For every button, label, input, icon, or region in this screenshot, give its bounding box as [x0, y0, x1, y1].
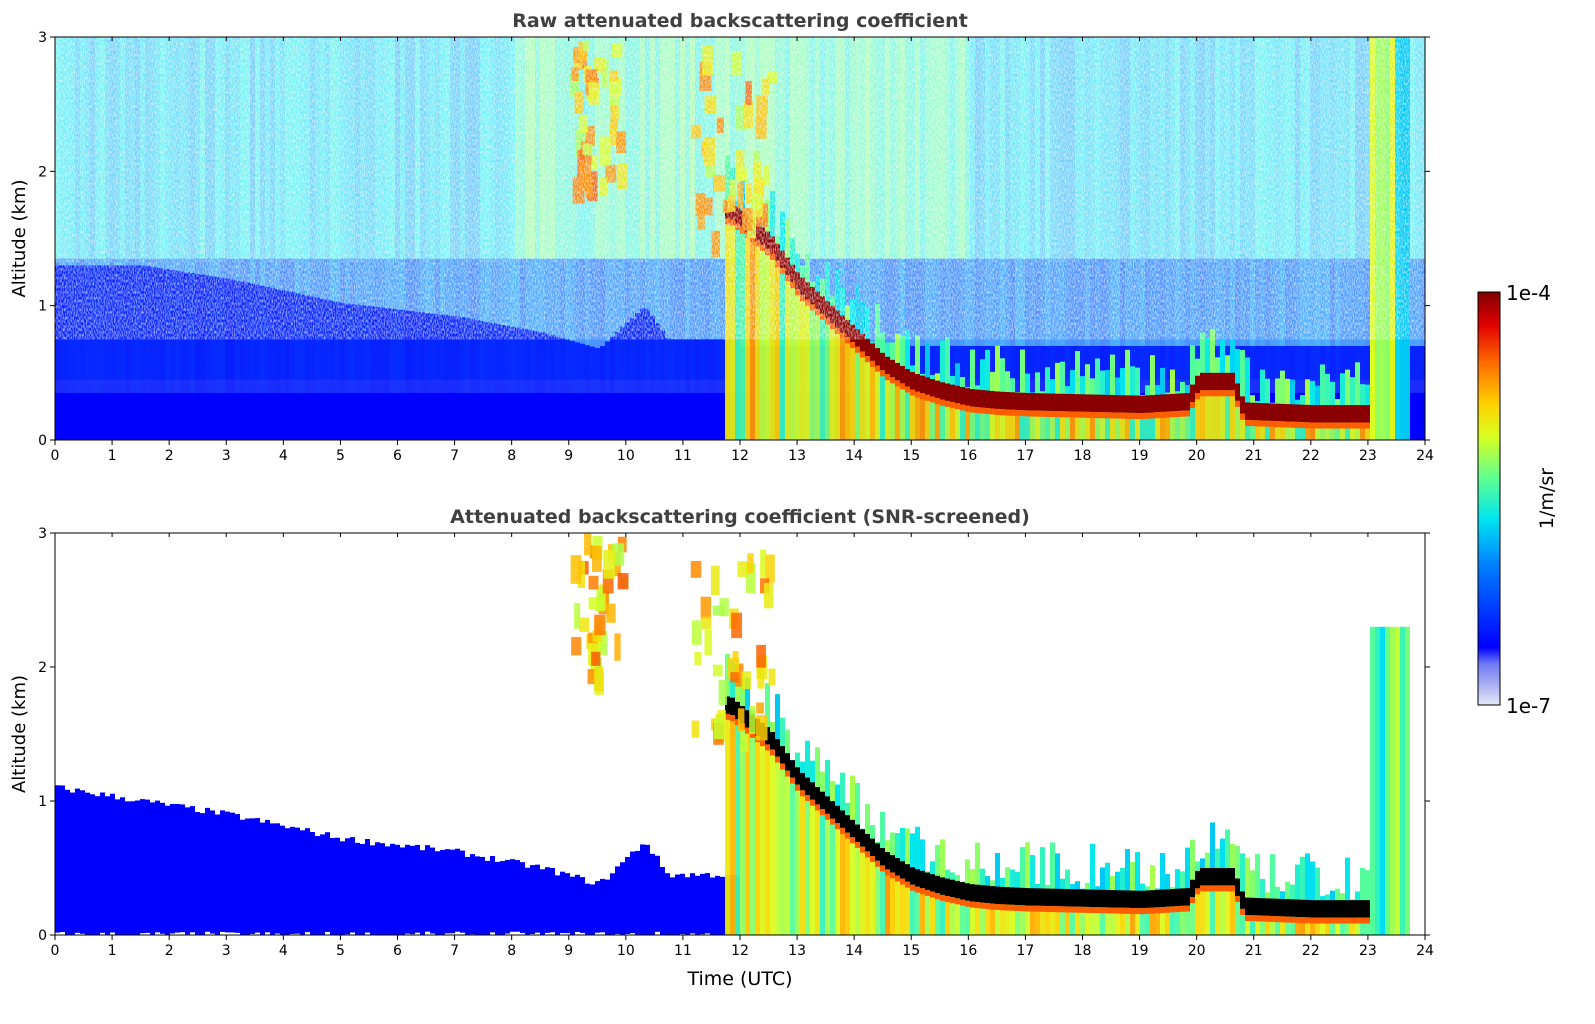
x-tick-label: 22 — [1302, 448, 1320, 464]
x-tick-label: 0 — [51, 943, 60, 959]
y-tick-label: 2 — [38, 164, 47, 180]
x-tick-label: 8 — [507, 448, 516, 464]
x-tick-label: 21 — [1245, 943, 1263, 959]
heatmap-image — [55, 37, 1425, 440]
x-tick-label: 17 — [1017, 943, 1035, 959]
x-tick-label: 19 — [1131, 943, 1149, 959]
x-tick-label: 3 — [222, 943, 231, 959]
y-tick-label: 1 — [38, 299, 47, 315]
x-tick-label: 23 — [1359, 448, 1377, 464]
x-tick-label: 18 — [1074, 943, 1092, 959]
x-tick-label: 7 — [450, 943, 459, 959]
x-tick-label: 6 — [393, 943, 402, 959]
x-tick-label: 24 — [1416, 943, 1434, 959]
y-axis-label: Altitude (km) — [9, 179, 30, 297]
x-tick-label: 6 — [393, 448, 402, 464]
x-tick-label: 20 — [1188, 943, 1206, 959]
y-axis-label: Altitude (km) — [9, 675, 30, 793]
x-tick-label: 11 — [674, 448, 692, 464]
colorbar: 1e-4 1e-7 1/m/sr — [1477, 281, 1558, 718]
x-tick-label: 10 — [617, 448, 635, 464]
chart-title: Attenuated backscattering coefficient (S… — [450, 506, 1030, 528]
y-tick-label: 3 — [38, 526, 47, 542]
heatmap-image — [55, 533, 1410, 935]
colorbar-max-label: 1e-4 — [1506, 281, 1551, 305]
x-tick-label: 2 — [165, 448, 174, 464]
x-tick-label: 16 — [959, 943, 977, 959]
x-tick-label: 14 — [845, 943, 863, 959]
x-tick-label: 4 — [279, 943, 288, 959]
x-tick-label: 5 — [336, 448, 345, 464]
x-tick-label: 17 — [1017, 448, 1035, 464]
y-tick-label: 0 — [38, 928, 47, 944]
x-tick-label: 15 — [902, 943, 920, 959]
x-tick-label: 16 — [959, 448, 977, 464]
x-tick-label: 5 — [336, 943, 345, 959]
x-tick-label: 12 — [731, 943, 749, 959]
x-tick-label: 19 — [1131, 448, 1149, 464]
x-tick-label: 2 — [165, 943, 174, 959]
x-tick-label: 22 — [1302, 943, 1320, 959]
x-tick-label: 7 — [450, 448, 459, 464]
x-tick-label: 1 — [108, 943, 117, 959]
x-tick-label: 23 — [1359, 943, 1377, 959]
x-tick-label: 9 — [564, 943, 573, 959]
x-axis-label: Time (UTC) — [686, 968, 792, 990]
chart-title: Raw attenuated backscattering coefficien… — [512, 10, 968, 32]
x-tick-label: 13 — [788, 448, 806, 464]
y-tick-label: 1 — [38, 794, 47, 810]
colorbar-label: 1/m/sr — [1536, 468, 1558, 529]
x-tick-label: 0 — [51, 448, 60, 464]
y-tick-label: 3 — [38, 30, 47, 46]
x-tick-label: 12 — [731, 448, 749, 464]
x-tick-label: 10 — [617, 943, 635, 959]
x-tick-label: 20 — [1188, 448, 1206, 464]
x-tick-label: 9 — [564, 448, 573, 464]
x-tick-label: 8 — [507, 943, 516, 959]
x-tick-label: 11 — [674, 943, 692, 959]
x-tick-label: 4 — [279, 448, 288, 464]
x-tick-label: 18 — [1074, 448, 1092, 464]
x-tick-label: 1 — [108, 448, 117, 464]
colorbar-gradient — [1477, 291, 1501, 706]
y-tick-label: 2 — [38, 660, 47, 676]
panel-screened: 0 1 2 3 4 5 6 7 8 9 10 11 12 13 14 15 16 17 18 19 20 21 22 23 24… — [9, 506, 1434, 990]
x-tick-label: 3 — [222, 448, 231, 464]
y-tick-label: 0 — [38, 433, 47, 449]
x-tick-label: 21 — [1245, 448, 1263, 464]
x-tick-label: 13 — [788, 943, 806, 959]
x-tick-label: 14 — [845, 448, 863, 464]
x-tick-label: 24 — [1416, 448, 1434, 464]
panel-raw: 0 1 2 3 4 5 6 7 8 9 10 11 12 13 14 15 16 17 18 19 20 21 22 23 24… — [9, 10, 1434, 464]
colorbar-min-label: 1e-7 — [1506, 694, 1551, 718]
x-tick-label: 15 — [902, 448, 920, 464]
